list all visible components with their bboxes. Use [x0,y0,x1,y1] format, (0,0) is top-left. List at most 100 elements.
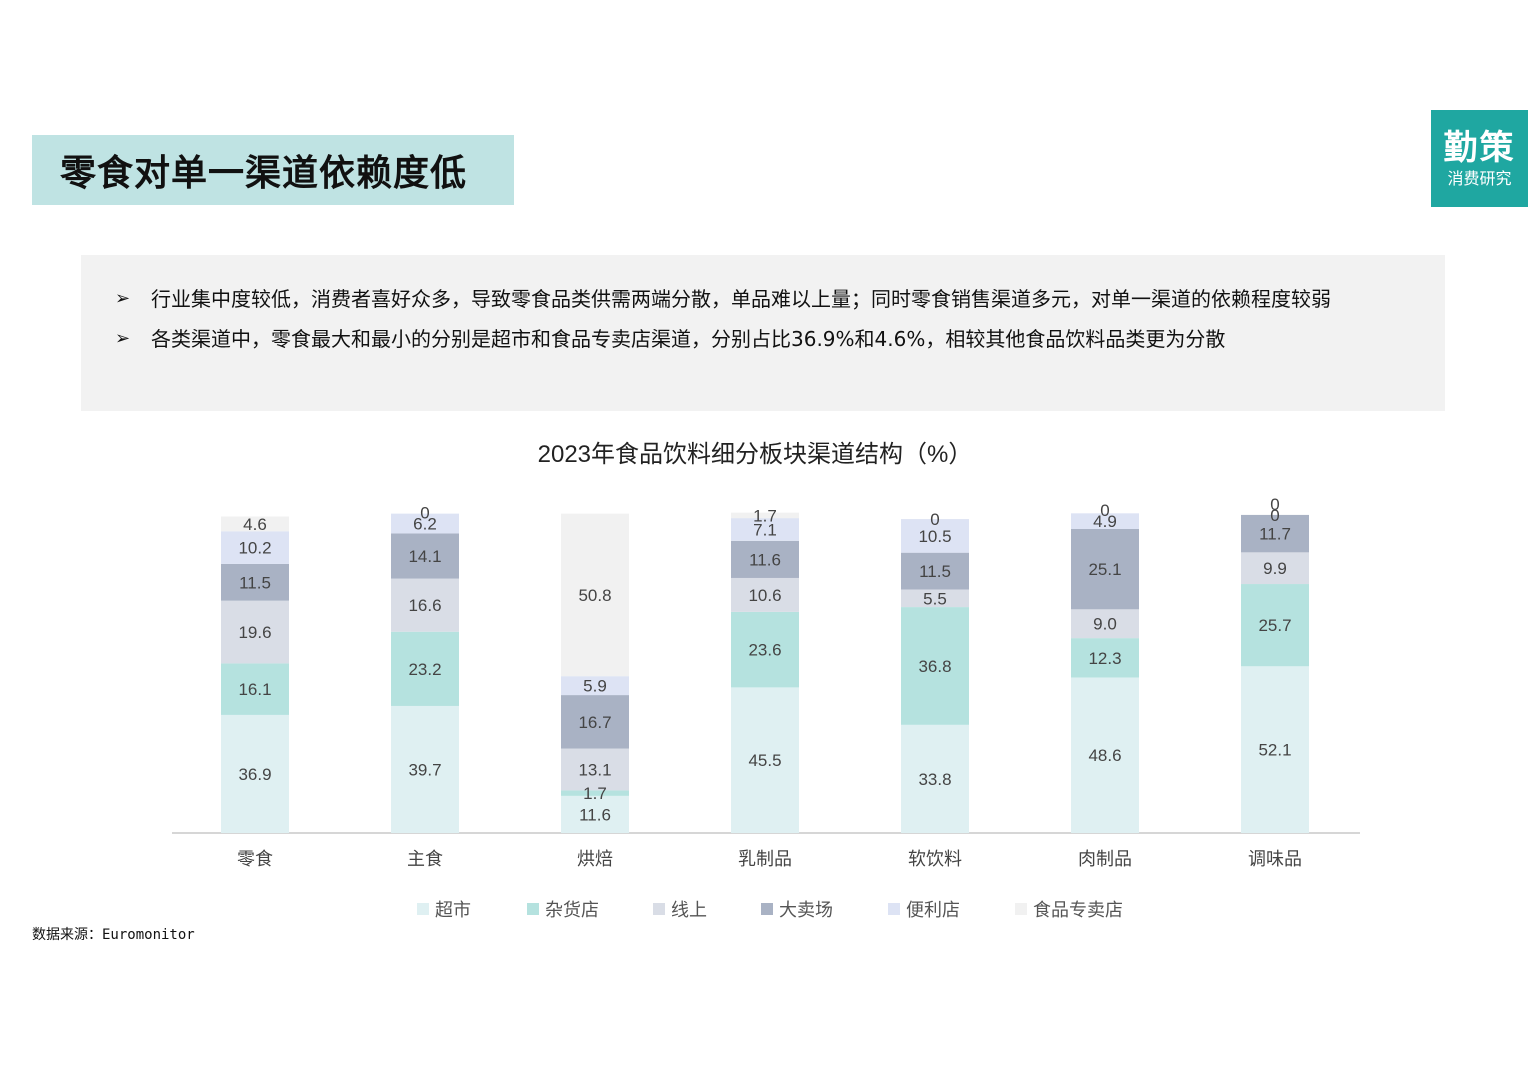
data-label: 4.9 [1093,512,1117,531]
page-title: 零食对单一渠道依赖度低 [60,153,468,194]
bar-segment [561,795,629,833]
data-source: 数据来源：Euromonitor [32,927,195,943]
x-tick-label: 烘焙 [577,849,613,869]
x-tick-label: 主食 [407,849,443,869]
legend-swatch [888,903,900,915]
bar-segment [561,676,629,696]
data-label: 45.5 [748,751,781,770]
bullet-item: ➢ 各类渠道中，零食最大和最小的分别是超市和食品专卖店渠道，分别占比36.9%和… [115,319,1415,359]
bar-segment [561,513,629,677]
data-label: 23.6 [748,641,781,660]
data-label: 16.7 [578,713,611,732]
data-label: 11.5 [919,562,951,581]
bar-segment [1241,514,1309,553]
data-label: 5.5 [923,589,947,608]
bar-segment [1071,529,1139,610]
x-tick-label: 软饮料 [908,849,962,869]
data-label: 0 [420,504,429,523]
arrow-bullet-icon: ➢ [115,328,131,349]
x-tick-label: 零食 [237,849,273,869]
data-label: 0 [1100,501,1109,520]
data-label: 1.7 [753,506,777,525]
legend-label: 杂货店 [545,900,599,920]
data-label: 16.1 [238,680,271,699]
data-label: 0 [1270,495,1279,514]
data-label: 11.5 [239,573,271,592]
x-tick-label: 肉制品 [1078,849,1132,869]
data-label: 48.6 [1088,746,1121,765]
data-label: 5.9 [583,677,607,696]
bar-segment [221,714,289,833]
bar-segment [561,748,629,791]
data-label: 10.5 [918,527,951,546]
bullet-item: ➢ 行业集中度较低，消费者喜好众多，导致零食品类供需两端分散，单品难以上量；同时… [115,279,1415,319]
bar-segment [1241,584,1309,667]
bar-segment [901,552,969,590]
data-label: 1.7 [583,784,607,803]
data-label: 7.1 [753,520,777,539]
bar-segment [731,611,799,688]
data-label: 33.8 [918,770,951,789]
data-label: 11.6 [579,805,611,824]
stacked-bar-chart: 2023年食品饮料细分板块渠道结构（%） 36.9 16.1 19.6 11.5 10.2… [172,441,1360,920]
bar-segment [221,516,289,532]
bar-segment [731,687,799,833]
legend-label: 便利店 [906,900,960,920]
bar-segment [561,790,629,796]
data-label: 12.3 [1088,649,1121,668]
bar-segment [731,518,799,541]
data-label: 16.6 [408,596,441,615]
data-label: 25.1 [1088,560,1121,579]
bullet-text: 行业集中度较低，消费者喜好众多，导致零食品类供需两端分散，单品难以上量；同时零食… [151,287,1331,311]
bullet-text: 各类渠道中，零食最大和最小的分别是超市和食品专卖店渠道，分别占比36.9%和4.… [151,327,1226,351]
data-label: 10.6 [748,586,781,605]
data-label: 36.9 [238,765,271,784]
data-label: 0 [1270,506,1279,525]
bar-segment [731,577,799,612]
bar-segment [391,578,459,632]
data-label: 19.6 [238,623,271,642]
bar-segment [1071,609,1139,639]
bar-segment [391,705,459,833]
bar-segment [221,663,289,715]
bar-segment [391,513,459,534]
bar-segment [1241,666,1309,833]
legend-label: 大卖场 [779,900,833,920]
bar-segment [901,589,969,608]
data-label: 25.7 [1258,616,1291,635]
legend-label: 食品专卖店 [1033,900,1123,920]
title-banner: 零食对单一渠道依赖度低 [32,135,514,205]
arrow-bullet-icon: ➢ [115,288,131,309]
x-tick-label: 乳制品 [738,849,792,869]
bar-segment [731,512,799,519]
data-label: 10.2 [238,539,271,558]
legend-swatch [653,903,665,915]
bar-segment [901,519,969,553]
data-label: 52.1 [1258,741,1291,760]
data-label: 39.7 [408,760,441,779]
legend-swatch [527,903,539,915]
data-label: 11.7 [1259,525,1291,544]
bar-segment [901,607,969,725]
bar-segment [391,533,459,579]
bar-segment [561,695,629,749]
bar-segment [901,724,969,833]
bar-segment [1071,638,1139,678]
logo-text: 勤策 [1443,127,1516,168]
data-label: 23.2 [408,660,441,679]
data-label: 36.8 [918,657,951,676]
bar-segment [1241,552,1309,585]
data-label: 9.9 [1263,559,1287,578]
data-label: 14.1 [408,547,441,566]
legend-label: 超市 [435,900,471,920]
legend-label: 线上 [671,900,707,920]
logo-subtitle: 消费研究 [1447,168,1512,188]
data-label: 4.6 [243,515,267,534]
data-label: 13.1 [578,760,611,779]
data-label: 9.0 [1093,615,1117,634]
chart-title: 2023年食品饮料细分板块渠道结构（%） [538,441,973,468]
data-label: 11.6 [749,550,781,569]
bar-segment [391,631,459,706]
legend-swatch [1015,903,1027,915]
summary-box: ➢ 行业集中度较低，消费者喜好众多，导致零食品类供需两端分散，单品难以上量；同时… [81,255,1445,411]
